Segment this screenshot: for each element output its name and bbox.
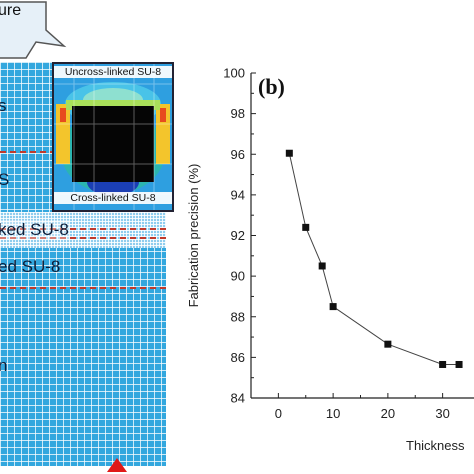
x-tick-label: 0 (275, 406, 282, 421)
data-point (302, 223, 310, 231)
label-s: s (0, 96, 7, 115)
data-point (439, 360, 447, 368)
inset-stress-plot: Uncross-linked SU-8 Cross-linked SU-8 (52, 62, 174, 212)
axes: 84 86 88 90 92 94 96 98 100 0 10 20 30 (223, 66, 474, 421)
y-tick-label: 92 (231, 228, 245, 243)
red-triangle-marker (107, 458, 127, 472)
y-tick-label: 86 (231, 350, 245, 365)
data-point (455, 360, 463, 368)
x-tick-label: 10 (326, 406, 340, 421)
data-point (329, 303, 337, 311)
panel-a-simulation: ure s S ked SU-8 ed SU-8 n Uncross-linke… (0, 0, 180, 474)
label-big-s: S (0, 170, 10, 189)
data-point (384, 340, 392, 348)
series-line (288, 153, 460, 365)
y-axis-label: Fabrication precision (%) (186, 164, 201, 308)
x-axis-label: Thickness (406, 438, 465, 453)
label-linked-su8: ked SU-8 (0, 220, 69, 240)
top-label: ure (0, 2, 22, 19)
y-tick-label: 98 (231, 106, 245, 121)
x-tick-label: 20 (381, 406, 395, 421)
dashed-line-3 (0, 237, 166, 239)
dashed-line-4 (0, 287, 166, 289)
panel-label: (b) (258, 74, 285, 99)
data-point (318, 262, 326, 270)
y-tick-label: 84 (231, 391, 245, 406)
inset-uncross-linked-label: Uncross-linked SU-8 (54, 66, 172, 78)
y-tick-label: 96 (231, 147, 245, 162)
label-n: n (0, 356, 8, 375)
y-tick-label: 90 (231, 269, 245, 284)
arrow-icon (0, 1, 67, 59)
chart-precision-vs-thickness: 84 86 88 90 92 94 96 98 100 0 10 20 30 (b) Fabricati… (186, 66, 474, 453)
dashed-line-2 (0, 228, 166, 230)
y-tick-label: 100 (223, 66, 245, 81)
dense-mesh-band (0, 212, 166, 248)
inset-cross-linked-label: Cross-linked SU-8 (54, 192, 172, 204)
y-tick-label: 94 (231, 187, 245, 202)
stress-field-graphic (54, 64, 172, 210)
y-tick-label: 88 (231, 309, 245, 324)
data-marks (285, 149, 463, 368)
data-point (285, 149, 293, 157)
label-cross-linked-su8: ed SU-8 (0, 257, 61, 276)
x-tick-label: 30 (435, 406, 449, 421)
